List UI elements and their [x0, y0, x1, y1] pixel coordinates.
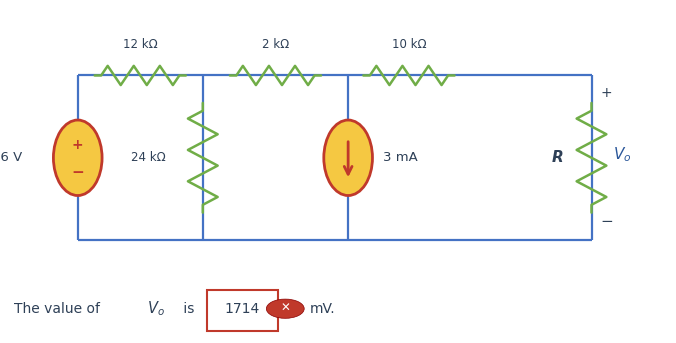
Text: The value of: The value of [14, 302, 104, 316]
Ellipse shape [324, 120, 372, 196]
Text: 1714: 1714 [224, 302, 260, 316]
Text: 36 V: 36 V [0, 151, 22, 164]
Text: 10 kΩ: 10 kΩ [391, 38, 427, 51]
Text: +: + [600, 86, 612, 99]
Ellipse shape [53, 120, 102, 196]
Text: is: is [179, 302, 195, 316]
Text: $V_o$: $V_o$ [147, 299, 165, 318]
Text: R: R [552, 150, 563, 165]
Text: 2 kΩ: 2 kΩ [262, 38, 289, 51]
Circle shape [266, 299, 304, 318]
Text: −: − [72, 165, 84, 180]
Text: ✕: ✕ [281, 302, 290, 315]
Text: +: + [72, 138, 84, 152]
Text: 3 mA: 3 mA [383, 151, 418, 164]
FancyBboxPatch shape [207, 290, 278, 331]
Text: 12 kΩ: 12 kΩ [123, 38, 158, 51]
Text: mV.: mV. [310, 302, 335, 316]
Text: 24 kΩ: 24 kΩ [131, 151, 166, 164]
Text: −: − [600, 214, 612, 229]
Text: $V_o$: $V_o$ [613, 145, 631, 164]
